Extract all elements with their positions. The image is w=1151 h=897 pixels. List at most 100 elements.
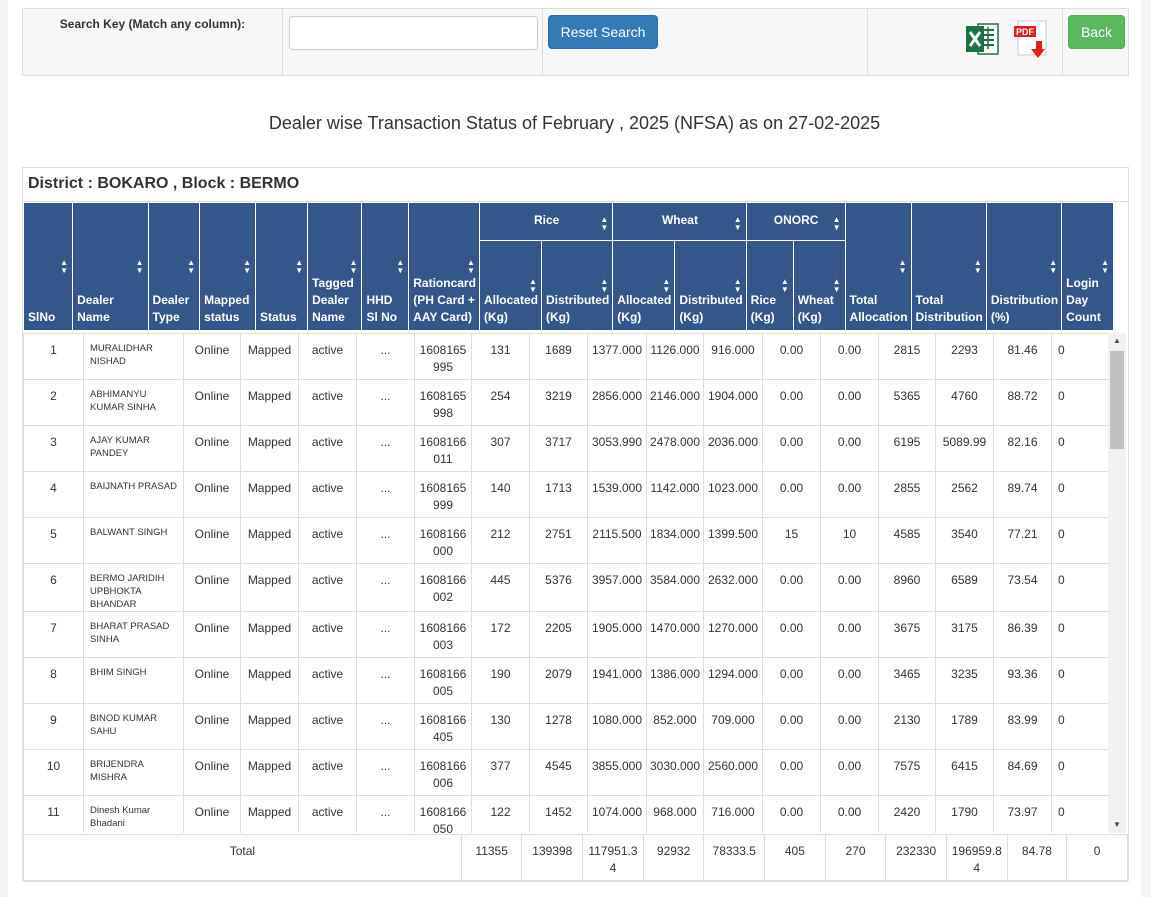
col-header-rice-distributed[interactable]: Distributed (Kg) ▲ ▼	[540, 240, 614, 331]
total-rice-distributed: 117951.34	[582, 834, 644, 882]
col-header-distribution-pct[interactable]: Distribution (%) ▲ ▼	[985, 202, 1063, 331]
col-header-rationcard[interactable]: Rationcard (PH Card + AAY Card) ▲ ▼	[408, 202, 480, 331]
sort-icon[interactable]: ▲ ▼	[1049, 257, 1058, 275]
col-header-hhd[interactable]: HHD Sl No ▲ ▼	[361, 202, 410, 331]
col-header-dealer-type[interactable]: Dealer Type ▲ ▼	[147, 202, 201, 331]
cell-login-day-count: 0	[1051, 749, 1111, 796]
cell-wheat-allocated: 852.000	[646, 703, 704, 750]
cell-mapped-status: Mapped	[240, 517, 299, 564]
search-input[interactable]	[289, 16, 538, 50]
sort-icon[interactable]: ▲ ▼	[295, 257, 304, 275]
sort-icon[interactable]: ▲ ▼	[973, 257, 982, 275]
reset-search-button[interactable]: Reset Search	[548, 15, 658, 49]
cell-onorc-rice: 0.00	[762, 425, 821, 472]
sort-icon[interactable]: ▲ ▼	[349, 257, 358, 275]
cell-dealer-type: Online	[183, 611, 241, 658]
cell-slno: 10	[23, 749, 84, 796]
total-rationcard: 11355	[460, 834, 523, 882]
cell-tagged-dealer: ...	[356, 563, 415, 612]
back-button[interactable]: Back	[1068, 15, 1125, 49]
sort-icon[interactable]: ▲ ▼	[898, 257, 907, 275]
scroll-thumb[interactable]	[1110, 351, 1124, 449]
col-header-status[interactable]: Status ▲ ▼	[255, 202, 309, 331]
vertical-scrollbar[interactable]: ▲ ▼	[1108, 333, 1126, 833]
total-allocation: 232330	[885, 834, 947, 882]
col-header-slno[interactable]: SlNo ▲ ▼	[22, 202, 74, 331]
col-header-tagged-dealer[interactable]: Tagged Dealer Name ▲ ▼	[307, 202, 363, 331]
col-group-rice[interactable]: Rice ▲ ▼	[478, 202, 614, 241]
cell-onorc-wheat: 0.00	[820, 425, 879, 472]
col-header-onorc-rice[interactable]: Rice (Kg) ▲ ▼	[745, 240, 794, 331]
cell-onorc-rice: 0.00	[762, 333, 821, 380]
cell-wheat-distributed: 2560.000	[703, 749, 763, 796]
cell-wheat-distributed: 1294.000	[703, 657, 763, 704]
col-group-wheat[interactable]: Wheat ▲ ▼	[612, 202, 747, 241]
col-header-status-label: Status	[260, 310, 297, 324]
cell-status: active	[298, 517, 357, 564]
cell-slno: 11	[23, 795, 84, 833]
col-header-total-allocation[interactable]: Total Allocation ▲ ▼	[844, 202, 912, 331]
sort-icon[interactable]: ▲ ▼	[1101, 257, 1109, 275]
sort-icon[interactable]: ▲ ▼	[60, 257, 69, 275]
cell-tagged-dealer: ...	[356, 517, 415, 564]
cell-wheat-allocated: 968.000	[646, 795, 704, 833]
scroll-down-icon[interactable]: ▼	[1113, 820, 1121, 829]
sort-icon[interactable]: ▲ ▼	[780, 276, 789, 294]
cell-mapped-status: Mapped	[240, 749, 299, 796]
cell-total-allocation: 7575	[878, 749, 936, 796]
cell-status: active	[298, 703, 357, 750]
sort-icon[interactable]: ▲ ▼	[733, 276, 742, 294]
cell-rationcard: 445	[471, 563, 530, 612]
excel-icon[interactable]	[964, 21, 1000, 57]
cell-status: active	[298, 795, 357, 833]
totals-table: Total 11355 139398 117951.34 92932 78333…	[23, 834, 1128, 882]
col-header-onorc-wheat[interactable]: Wheat (Kg) ▲ ▼	[792, 240, 846, 331]
sort-icon[interactable]: ▲ ▼	[135, 257, 144, 275]
col-header-wheat-allocated[interactable]: Allocated (Kg) ▲ ▼	[612, 240, 676, 331]
col-group-onorc[interactable]: ONORC ▲ ▼	[745, 202, 846, 241]
cell-total-allocation: 2855	[878, 471, 936, 518]
col-header-total-allocation-label: Total Allocation	[849, 293, 908, 324]
sort-icon[interactable]: ▲ ▼	[243, 257, 252, 275]
sort-icon[interactable]: ▲ ▼	[187, 257, 196, 275]
col-header-dealer-name[interactable]: Dealer Name ▲ ▼	[72, 202, 149, 331]
cell-status: active	[298, 749, 357, 796]
cell-onorc-rice: 0.00	[762, 471, 821, 518]
col-header-wheat-distributed[interactable]: Distributed (Kg) ▲ ▼	[674, 240, 747, 331]
sort-icon[interactable]: ▲ ▼	[600, 276, 609, 294]
col-header-total-distribution[interactable]: Total Distribution ▲ ▼	[910, 202, 987, 331]
cell-onorc-wheat: 10	[820, 517, 879, 564]
cell-login-day-count: 0	[1051, 657, 1111, 704]
sort-icon[interactable]: ▲ ▼	[733, 215, 742, 232]
pdf-download-icon[interactable]: PDF	[1014, 19, 1050, 61]
col-header-login-day-count[interactable]: Login Day Count ▲ ▼	[1061, 202, 1114, 331]
total-distribution-pct: 84.78	[1006, 834, 1068, 882]
cell-rationcard: 131	[471, 333, 530, 380]
sort-icon[interactable]: ▲ ▼	[832, 276, 841, 294]
cell-total-allocation: 5365	[878, 379, 936, 426]
table-header: SlNo ▲ ▼ Dealer Name ▲ ▼ Dealer Type ▲ ▼ Mappe…	[22, 202, 1114, 331]
cell-total-distribution: 1790	[935, 795, 994, 833]
cell-status: active	[298, 333, 357, 380]
cell-rationcard: 122	[471, 795, 530, 833]
cell-onorc-rice: 0.00	[762, 795, 821, 833]
sort-icon[interactable]: ▲ ▼	[467, 257, 475, 275]
cell-rice-allocated: 1278	[529, 703, 588, 750]
sort-icon[interactable]: ▲ ▼	[662, 276, 671, 294]
cell-distribution-pct: 82.16	[993, 425, 1052, 472]
sort-icon[interactable]: ▲ ▼	[600, 215, 609, 232]
sort-icon[interactable]: ▲ ▼	[396, 257, 405, 275]
table-row: 1 MURALIDHAR NISHAD Online Mapped active... 1…	[23, 333, 1111, 380]
sort-icon[interactable]: ▲ ▼	[529, 276, 537, 294]
cell-rice-allocated: 5376	[529, 563, 588, 612]
cell-rationcard: 190	[471, 657, 530, 704]
sort-icon[interactable]: ▲ ▼	[832, 215, 841, 232]
table-body-scroll[interactable]: 1 MURALIDHAR NISHAD Online Mapped active... 1…	[23, 333, 1128, 833]
col-header-rice-allocated[interactable]: Allocated (Kg) ▲ ▼	[478, 240, 542, 331]
cell-status: active	[298, 425, 357, 472]
cell-wheat-allocated: 1834.000	[646, 517, 704, 564]
cell-onorc-rice: 15	[762, 517, 821, 564]
col-group-rice-label: Rice	[533, 213, 560, 227]
col-header-mapped-status[interactable]: Mapped status ▲ ▼	[199, 202, 257, 331]
scroll-up-icon[interactable]: ▲	[1113, 336, 1121, 345]
